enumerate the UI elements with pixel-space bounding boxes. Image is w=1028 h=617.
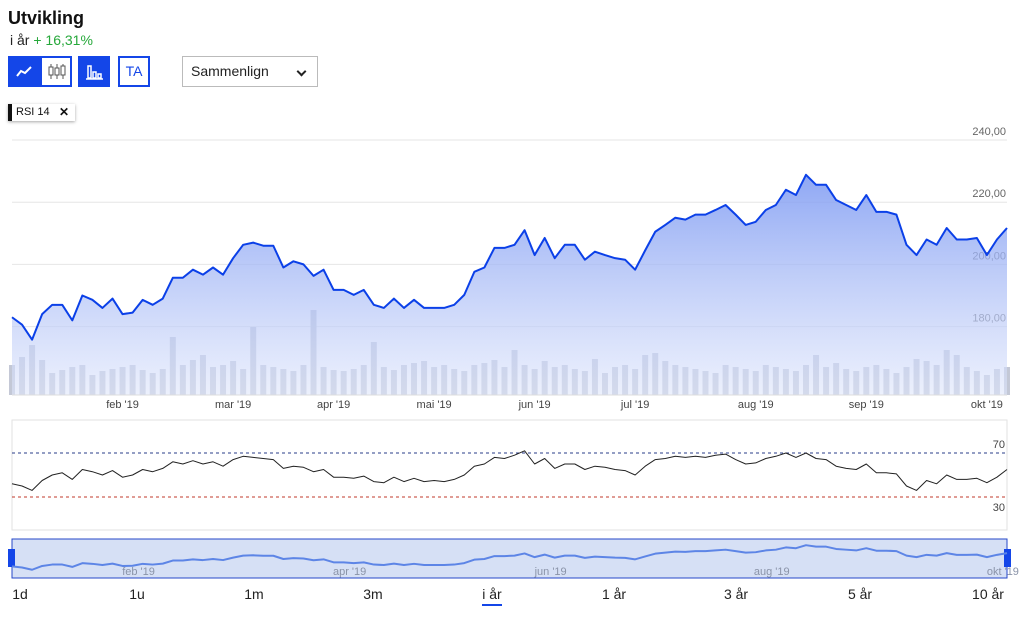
navigator-label: jun '19 [534, 566, 567, 578]
area [12, 174, 1007, 395]
title: Utvikling [8, 8, 85, 28]
period-button[interactable]: 3m [363, 586, 382, 602]
period-button[interactable]: 1d [12, 586, 28, 602]
period: i år [10, 32, 30, 48]
y-tick-label: 70 [993, 439, 1005, 451]
navigator-label: apr '19 [333, 566, 366, 578]
navigator-handle[interactable] [8, 549, 15, 567]
period-button[interactable]: 3 år [724, 586, 748, 602]
navigator-label: feb '19 [122, 566, 155, 578]
period-button[interactable]: 1 år [602, 586, 626, 602]
navigator-label: okt '19 [987, 566, 1019, 578]
x-tick-label: jun '19 [518, 399, 551, 411]
y-tick-label: 30 [993, 502, 1005, 514]
rsi-panel [11, 419, 1008, 531]
line [11, 173, 1008, 341]
subtitle: i år + 16,31% [10, 32, 93, 48]
y-tick-label: 240,00 [972, 126, 1006, 138]
change: + 16,31% [33, 32, 93, 48]
x-tick-label: jul '19 [620, 399, 649, 411]
line [11, 544, 1008, 571]
period-button[interactable]: 10 år [972, 586, 1004, 602]
volume-button[interactable] [78, 56, 110, 87]
x-tick-label: mar '19 [215, 399, 251, 411]
period-button[interactable]: 1m [244, 586, 263, 602]
x-tick-label: okt '19 [971, 399, 1003, 411]
y-tick-label: 220,00 [972, 188, 1006, 200]
line [11, 450, 1008, 491]
ta-button[interactable]: TA [118, 56, 150, 87]
period-button[interactable]: 5 år [848, 586, 872, 602]
x-tick-label: aug '19 [738, 399, 774, 411]
candle-chart-button[interactable] [40, 56, 72, 87]
period-button[interactable]: 1u [129, 586, 145, 602]
x-tick-label: mai '19 [417, 399, 452, 411]
navigator-label: aug '19 [754, 566, 790, 578]
navigator-handle[interactable] [1004, 549, 1011, 567]
x-tick-label: sep '19 [849, 399, 884, 411]
line-chart-button[interactable] [8, 56, 40, 87]
compare-dropdown[interactable]: Sammenlign [182, 56, 318, 87]
period-button[interactable]: i år [482, 586, 502, 602]
navigator[interactable] [11, 538, 1008, 579]
header: Utvikling i år + 16,31% [8, 8, 93, 48]
indicator-label: RSI 14 [16, 106, 50, 118]
x-tick-label: apr '19 [317, 399, 350, 411]
close-icon[interactable]: ✕ [58, 105, 69, 119]
indicator-chip[interactable]: RSI 14 ✕ [8, 104, 75, 121]
x-tick-label: feb '19 [106, 399, 139, 411]
